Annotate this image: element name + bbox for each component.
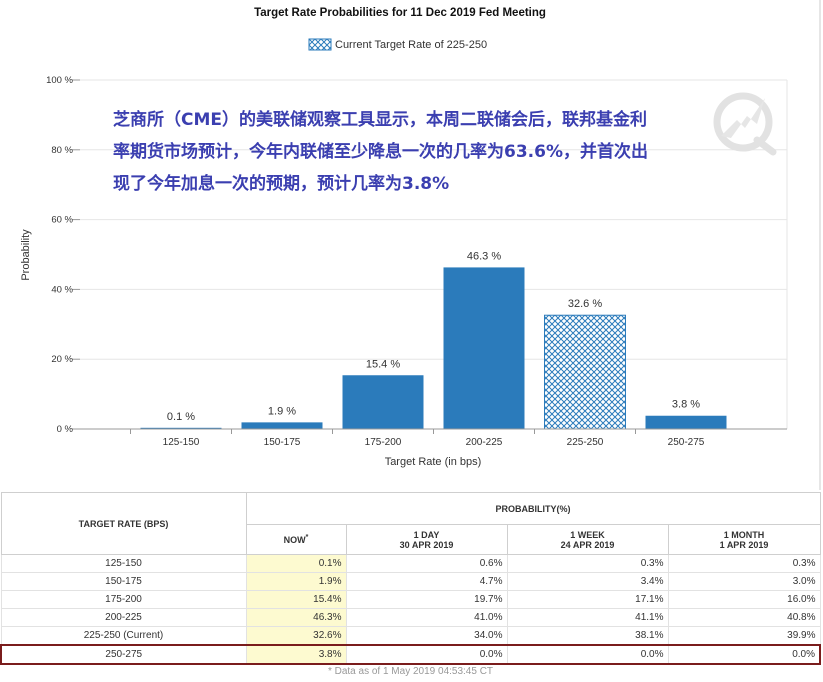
one-day-cell: 0.0% [345, 644, 508, 665]
chart-area: Target Rate Probabilities for 11 Dec 201… [20, 0, 821, 490]
data-label: 0.1 % [167, 411, 195, 423]
watermark-logo-icon [713, 92, 777, 156]
x-axis: 125-150 150-175 175-200 200-225 225-250 250-2… [80, 428, 787, 448]
x-tick-label: 125-150 [163, 437, 200, 448]
data-label: 1.9 % [268, 405, 296, 417]
x-tick-label: 250-275 [668, 437, 705, 448]
one-month-cell: 0.3% [667, 554, 821, 573]
one-month-cell: 40.8% [667, 608, 821, 627]
bar-chart: Target Rate Probabilities for 11 Dec 201… [20, 7, 788, 468]
rate-cell: 150-175 [0, 572, 247, 591]
chart-title: Target Rate Probabilities for 11 Dec 201… [254, 7, 546, 19]
y-tick-label: 20 % [51, 354, 73, 365]
data-label: 32.6 % [568, 298, 602, 310]
rate-cell: 225-250 (Current) [0, 626, 247, 646]
table-row: 125-150 0.1% 0.6% 0.3% 0.3% [0, 554, 821, 573]
x-tick-label: 225-250 [567, 437, 604, 448]
rate-cell: 250-275 [0, 644, 247, 665]
bars: 0.1 % 1.9 % 15.4 % 46.3 % 32.6 % 3.8 % [140, 250, 727, 430]
rate-cell: 200-225 [0, 608, 247, 627]
one-day-cell: 4.7% [345, 572, 508, 591]
one-month-column-header: 1 MONTH 1 APR 2019 [667, 524, 821, 555]
x-tick-label: 200-225 [466, 437, 503, 448]
y-tick-label: 100 % [46, 75, 73, 86]
panel-edge [819, 0, 821, 490]
one-week-cell: 0.0% [506, 644, 669, 665]
one-day-cell: 0.6% [345, 554, 508, 573]
one-week-column-header: 1 WEEK 24 APR 2019 [506, 524, 669, 555]
bar-250-275 [645, 415, 727, 429]
y-tick-label: 60 % [51, 215, 73, 226]
now-cell: 32.6% [245, 626, 347, 646]
x-tick-label: 150-175 [264, 437, 301, 448]
y-axis: 0 % 20 % 40 % 60 % 80 % 100 % [46, 75, 80, 435]
bar-150-175 [241, 422, 323, 429]
target-rate-header: TARGET RATE (BPS) [0, 492, 247, 555]
one-day-cell: 41.0% [345, 608, 508, 627]
rate-cell: 175-200 [0, 590, 247, 609]
now-cell: 3.8% [245, 644, 347, 665]
table-row-highlighted: 250-275 3.8% 0.0% 0.0% 0.0% [0, 644, 821, 665]
now-cell: 15.4% [245, 590, 347, 609]
one-month-cell: 39.9% [667, 626, 821, 646]
data-label: 15.4 % [366, 358, 400, 370]
annotation-line: 现了今年加息一次的预期，预计几率为3.8% [113, 174, 450, 194]
data-label: 46.3 % [467, 250, 501, 262]
rate-cell: 125-150 [0, 554, 247, 573]
one-month-cell: 3.0% [667, 572, 821, 591]
probability-header: PROBABILITY(%) [245, 492, 821, 525]
y-axis-label: Probability [20, 229, 32, 281]
table-row: 150-175 1.9% 4.7% 3.4% 3.0% [0, 572, 821, 591]
table-row: 175-200 15.4% 19.7% 17.1% 16.0% [0, 590, 821, 609]
now-cell: 0.1% [245, 554, 347, 573]
one-week-cell: 17.1% [506, 590, 669, 609]
chinese-annotation: 芝商所（CME）的美联储观察工具显示，本周二联储会后，联邦基金利 率期货市场预计… [113, 104, 713, 200]
bar-225-250 [544, 314, 626, 430]
one-week-cell: 3.4% [506, 572, 669, 591]
data-label: 3.8 % [672, 399, 700, 411]
annotation-line: 率期货市场预计，今年内联储至少降息一次的几率为63.6%，并首次出 [113, 142, 648, 162]
now-column-header: NOW* [245, 524, 347, 555]
legend-swatch [308, 38, 332, 51]
one-week-cell: 38.1% [506, 626, 669, 646]
bar-175-200 [342, 375, 424, 429]
probability-table: TARGET RATE (BPS) PROBABILITY(%) NOW* 1 … [0, 492, 821, 679]
data-timestamp-note: * Data as of 1 May 2019 04:53:45 CT [327, 666, 494, 677]
annotation-line: 芝商所（CME）的美联储观察工具显示，本周二联储会后，联邦基金利 [113, 110, 648, 130]
y-tick-label: 80 % [51, 145, 73, 156]
table-row: 225-250 (Current) 32.6% 34.0% 38.1% 39.9… [0, 626, 821, 646]
legend[interactable]: Current Target Rate of 225-250 [308, 38, 487, 51]
y-tick-label: 0 % [57, 424, 74, 435]
one-day-column-header: 1 DAY 30 APR 2019 [345, 524, 508, 555]
table-row: 200-225 46.3% 41.0% 41.1% 40.8% [0, 608, 821, 627]
bar-125-150 [140, 427, 222, 429]
y-tick-label: 40 % [51, 284, 73, 295]
one-month-cell: 0.0% [667, 644, 821, 665]
one-week-cell: 0.3% [506, 554, 669, 573]
x-axis-label: Target Rate (in bps) [385, 456, 482, 468]
legend-label: Current Target Rate of 225-250 [335, 39, 487, 51]
one-day-cell: 19.7% [345, 590, 508, 609]
x-tick-label: 175-200 [365, 437, 402, 448]
bar-200-225 [443, 267, 525, 429]
now-cell: 1.9% [245, 572, 347, 591]
one-week-cell: 41.1% [506, 608, 669, 627]
one-month-cell: 16.0% [667, 590, 821, 609]
now-cell: 46.3% [245, 608, 347, 627]
one-day-cell: 34.0% [345, 626, 508, 646]
